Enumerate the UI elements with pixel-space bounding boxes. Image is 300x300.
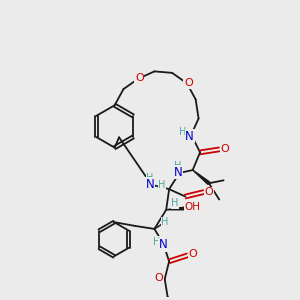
Text: N: N: [174, 166, 182, 179]
Text: O: O: [220, 144, 229, 154]
Text: O: O: [184, 78, 193, 88]
Polygon shape: [166, 207, 187, 210]
Polygon shape: [193, 170, 210, 184]
Text: N: N: [159, 238, 168, 251]
Text: O: O: [205, 187, 213, 197]
Text: O: O: [188, 249, 197, 259]
Text: H: H: [171, 198, 179, 208]
Text: O: O: [135, 73, 144, 82]
Text: H: H: [179, 127, 187, 137]
Text: H: H: [158, 180, 166, 190]
Text: H: H: [161, 218, 168, 227]
Text: H: H: [146, 173, 154, 183]
Text: N: N: [185, 130, 194, 143]
Text: H: H: [174, 161, 182, 172]
Text: N: N: [146, 178, 154, 191]
Text: O: O: [154, 273, 163, 283]
Text: OH: OH: [185, 202, 201, 212]
Text: H: H: [153, 237, 160, 247]
